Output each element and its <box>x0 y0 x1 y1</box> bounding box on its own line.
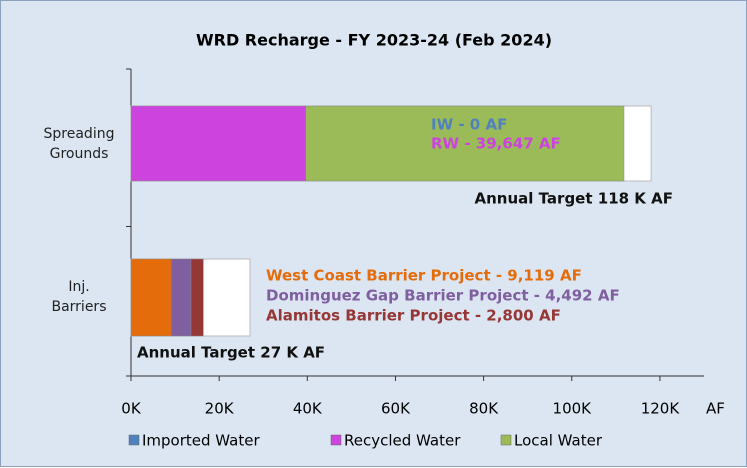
value-label: RW - 39,647 AF <box>431 135 561 153</box>
value-label: LW - 72,201 AF <box>431 154 558 172</box>
bar-segment <box>170 258 192 337</box>
bar-segment <box>130 105 307 182</box>
legend-swatch <box>128 434 140 446</box>
x-tick-label: 120K <box>641 400 681 418</box>
chart-title: WRD Recharge - FY 2023-24 (Feb 2024) <box>196 31 552 50</box>
x-tick-label: 20K <box>205 400 235 418</box>
x-tick-label: 80K <box>469 400 499 418</box>
value-label: IW - 0 AF <box>431 116 507 134</box>
target-label: Annual Target 118 K AF <box>475 190 674 208</box>
legend-swatch <box>500 434 512 446</box>
target-label: Annual Target 27 K AF <box>137 344 325 362</box>
x-tick-label: 100K <box>553 400 593 418</box>
legend-swatch <box>330 434 342 446</box>
bar-segment <box>130 258 172 337</box>
category-label: Spreading Grounds <box>43 126 115 162</box>
barrier-label: Dominguez Gap Barrier Project - 4,492 AF <box>266 287 620 305</box>
legend-label: Local Water <box>514 432 603 450</box>
x-tick-label: 40K <box>293 400 323 418</box>
x-axis-label: AF <box>706 400 725 418</box>
barrier-label: West Coast Barrier Project - 9,119 AF <box>266 267 582 285</box>
x-tick-label: 0K <box>121 400 142 418</box>
bar-segment <box>190 258 204 337</box>
x-tick-label: 60K <box>381 400 411 418</box>
barrier-label: Alamitos Barrier Project - 2,800 AF <box>266 307 561 325</box>
legend-label: Recycled Water <box>344 432 461 450</box>
category-label: Inj. Barriers <box>51 279 107 315</box>
chart-area <box>15 21 733 459</box>
bar-segment <box>305 105 625 182</box>
legend-label: Imported Water <box>142 432 260 450</box>
